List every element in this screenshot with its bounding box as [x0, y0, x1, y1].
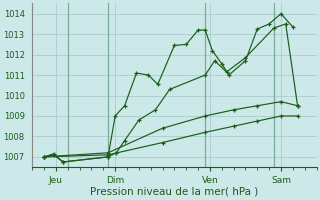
X-axis label: Pression niveau de la mer( hPa ): Pression niveau de la mer( hPa ): [90, 187, 259, 197]
